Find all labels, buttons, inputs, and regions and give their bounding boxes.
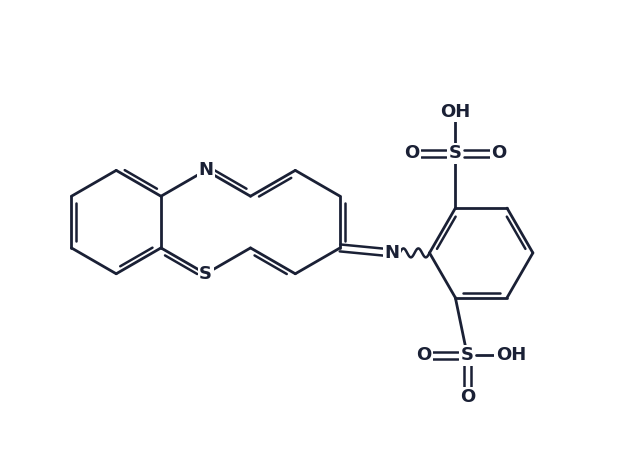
Text: S: S	[449, 144, 462, 163]
Text: S: S	[461, 346, 474, 364]
Text: O: O	[460, 388, 475, 406]
Text: O: O	[492, 144, 507, 163]
Text: N: N	[384, 244, 399, 262]
Text: O: O	[404, 144, 419, 163]
Text: OH: OH	[496, 346, 526, 364]
Text: OH: OH	[440, 103, 470, 121]
Text: S: S	[199, 265, 212, 283]
Text: O: O	[416, 346, 431, 364]
Text: N: N	[198, 161, 213, 180]
